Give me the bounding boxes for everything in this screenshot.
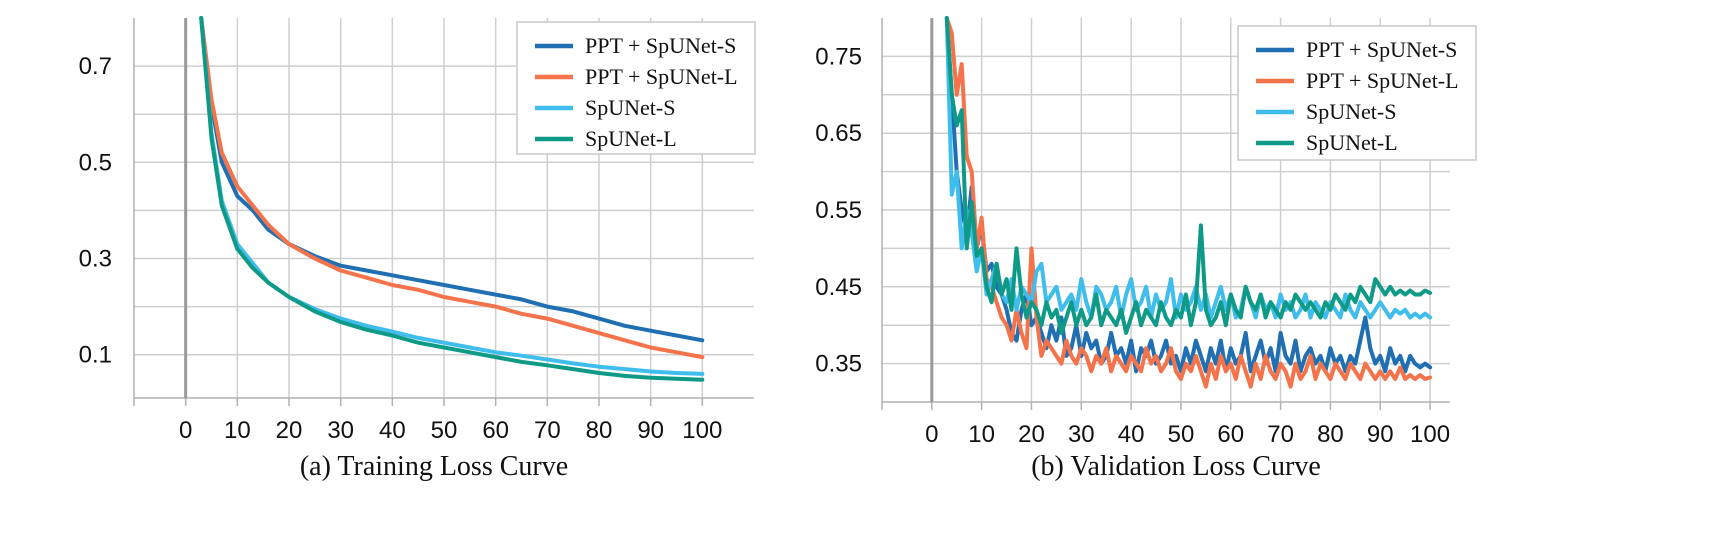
x-tick-label: 60 (482, 417, 509, 444)
y-tick-label: 0.35 (815, 351, 862, 378)
y-tick-label: 0.1 (79, 342, 112, 369)
x-tick-label: 70 (1267, 421, 1294, 448)
legend-label: SpUNet-S (1306, 99, 1396, 124)
series-line-ppt-s (199, 16, 705, 343)
axes (133, 18, 754, 406)
y-tick-label: 0.3 (79, 246, 112, 273)
y-tick-label: 0.45 (815, 274, 862, 301)
series-line-ppt-l (944, 16, 1433, 389)
x-tick-label: 30 (1068, 421, 1095, 448)
x-tick-label: 50 (431, 417, 458, 444)
x-tick-label: 40 (379, 417, 406, 444)
axes (881, 18, 1450, 410)
x-tick-label: 90 (1367, 421, 1394, 448)
y-tick-label: 0.55 (815, 197, 862, 224)
x-tick-label: 100 (682, 417, 722, 444)
y-tick-label: 0.65 (815, 120, 862, 147)
series-line-spunet-l (199, 16, 705, 382)
legend: PPT + SpUNet-S PPT + SpUNet-L SpUNet-S SpUN… (1237, 25, 1477, 161)
x-tick-label: 20 (276, 417, 303, 444)
legend-label: SpUNet-S (585, 95, 675, 120)
chart-title: (b) Validation Loss Curve (1031, 451, 1321, 482)
x-tick-label: 40 (1118, 421, 1145, 448)
legend-label: PPT + SpUNet-L (1306, 68, 1459, 93)
x-tick-label: 70 (534, 417, 561, 444)
y-tick-label: 0.75 (815, 43, 862, 70)
x-tick-label: 90 (637, 417, 664, 444)
x-tick-label: 100 (1410, 421, 1450, 448)
series-line-spunet-l (944, 16, 1433, 335)
series-group (944, 16, 1433, 389)
x-tick-label: 80 (1317, 421, 1344, 448)
legend-label: PPT + SpUNet-S (585, 33, 736, 58)
x-tick-label: 60 (1217, 421, 1244, 448)
x-tick-label: 10 (224, 417, 251, 444)
training-loss-chart: 0 10 20 30 40 50 60 70 80 90 100 0.1 0.3 0.5 0.7 PPT +… (79, 16, 756, 482)
legend-label: PPT + SpUNet-L (585, 64, 738, 89)
legend-label: SpUNet-L (1306, 130, 1398, 155)
x-tick-label: 0 (179, 417, 192, 444)
x-tick-label: 20 (1018, 421, 1045, 448)
x-tick-label: 0 (925, 421, 938, 448)
x-tick-label: 10 (968, 421, 995, 448)
y-tick-label: 0.7 (79, 53, 112, 80)
x-tick-label: 30 (327, 417, 354, 444)
validation-loss-chart: 0 10 20 30 40 50 60 70 80 90 100 0.35 0.45 0.55 0.65 0.… (815, 16, 1477, 482)
series-line-ppt-l (199, 16, 705, 360)
legend-label: PPT + SpUNet-S (1306, 37, 1457, 62)
y-tick-label: 0.5 (79, 149, 112, 176)
chart-title: (a) Training Loss Curve (300, 451, 568, 482)
tick-labels: 0 10 20 30 40 50 60 70 80 90 100 0.1 0.3 0.5 0.7 (79, 53, 723, 444)
legend: PPT + SpUNet-S PPT + SpUNet-L SpUNet-S SpUN… (516, 21, 756, 155)
tick-labels: 0 10 20 30 40 50 60 70 80 90 100 0.35 0.45 0.55 0.65 0.… (815, 43, 1450, 448)
series-group (199, 16, 705, 382)
x-tick-label: 50 (1168, 421, 1195, 448)
x-tick-label: 80 (586, 417, 613, 444)
legend-label: SpUNet-L (585, 126, 677, 151)
series-line-spunet-s (199, 16, 705, 376)
